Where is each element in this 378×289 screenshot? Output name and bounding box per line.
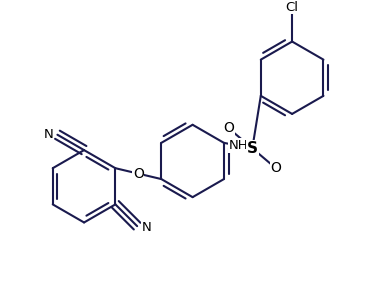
Text: N: N	[43, 128, 53, 141]
Text: S: S	[247, 141, 258, 156]
Text: Cl: Cl	[286, 1, 299, 14]
Text: NH: NH	[228, 139, 248, 152]
Text: N: N	[141, 221, 151, 234]
Text: O: O	[133, 167, 144, 181]
Text: O: O	[223, 121, 234, 136]
Text: O: O	[270, 161, 281, 175]
